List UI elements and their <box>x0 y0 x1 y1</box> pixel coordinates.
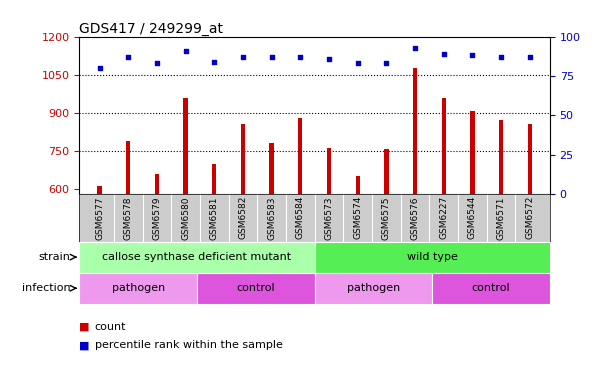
Bar <box>315 273 433 304</box>
Bar <box>269 143 274 194</box>
Bar <box>79 242 315 273</box>
Point <box>210 59 219 65</box>
Bar <box>433 273 550 304</box>
Bar <box>442 98 446 194</box>
Text: GDS417 / 249299_at: GDS417 / 249299_at <box>79 22 224 36</box>
Bar <box>241 124 245 194</box>
Bar <box>298 118 302 194</box>
Point <box>496 54 506 60</box>
Bar <box>499 120 503 194</box>
Bar <box>97 186 101 194</box>
Bar <box>384 149 389 194</box>
Text: GSM6578: GSM6578 <box>123 196 133 239</box>
Text: GSM6577: GSM6577 <box>95 196 104 239</box>
Text: pathogen: pathogen <box>112 283 165 293</box>
Point <box>381 60 391 66</box>
Bar <box>315 242 550 273</box>
Point <box>296 54 306 60</box>
Text: control: control <box>236 283 275 293</box>
Text: percentile rank within the sample: percentile rank within the sample <box>95 340 282 350</box>
Bar <box>197 273 315 304</box>
Point <box>152 60 162 66</box>
Bar <box>126 141 130 194</box>
Text: GSM6580: GSM6580 <box>181 196 190 239</box>
Bar <box>79 273 197 304</box>
Text: GSM6573: GSM6573 <box>324 196 334 239</box>
Text: infection: infection <box>22 283 71 293</box>
Text: GSM6579: GSM6579 <box>152 196 161 239</box>
Bar <box>528 124 532 194</box>
Bar <box>327 148 331 194</box>
Point <box>267 54 277 60</box>
Text: GSM6584: GSM6584 <box>296 196 305 239</box>
Text: GSM6227: GSM6227 <box>439 196 448 239</box>
Text: GSM6576: GSM6576 <box>411 196 420 239</box>
Bar <box>470 112 475 194</box>
Point <box>324 56 334 61</box>
Text: count: count <box>95 322 126 332</box>
Text: strain: strain <box>38 252 71 262</box>
Text: wild type: wild type <box>407 252 458 262</box>
Point <box>238 54 248 60</box>
Bar <box>212 164 216 194</box>
Bar <box>413 68 417 194</box>
Point <box>353 60 362 66</box>
Text: GSM6544: GSM6544 <box>468 196 477 239</box>
Text: callose synthase deficient mutant: callose synthase deficient mutant <box>103 252 291 262</box>
Point <box>439 51 448 57</box>
Bar <box>155 174 159 194</box>
Text: GSM6583: GSM6583 <box>267 196 276 239</box>
Point <box>410 45 420 51</box>
Text: GSM6582: GSM6582 <box>238 196 247 239</box>
Bar <box>183 98 188 194</box>
Point <box>525 54 535 60</box>
Point <box>467 53 477 59</box>
Text: GSM6572: GSM6572 <box>525 196 534 239</box>
Text: GSM6575: GSM6575 <box>382 196 391 239</box>
Point <box>123 54 133 60</box>
Point <box>95 65 104 71</box>
Text: ■: ■ <box>79 340 90 350</box>
Text: GSM6581: GSM6581 <box>210 196 219 239</box>
Text: control: control <box>472 283 510 293</box>
Text: GSM6574: GSM6574 <box>353 196 362 239</box>
Text: pathogen: pathogen <box>347 283 400 293</box>
Bar <box>356 176 360 194</box>
Point <box>181 48 191 54</box>
Text: ■: ■ <box>79 322 90 332</box>
Text: GSM6571: GSM6571 <box>497 196 506 239</box>
